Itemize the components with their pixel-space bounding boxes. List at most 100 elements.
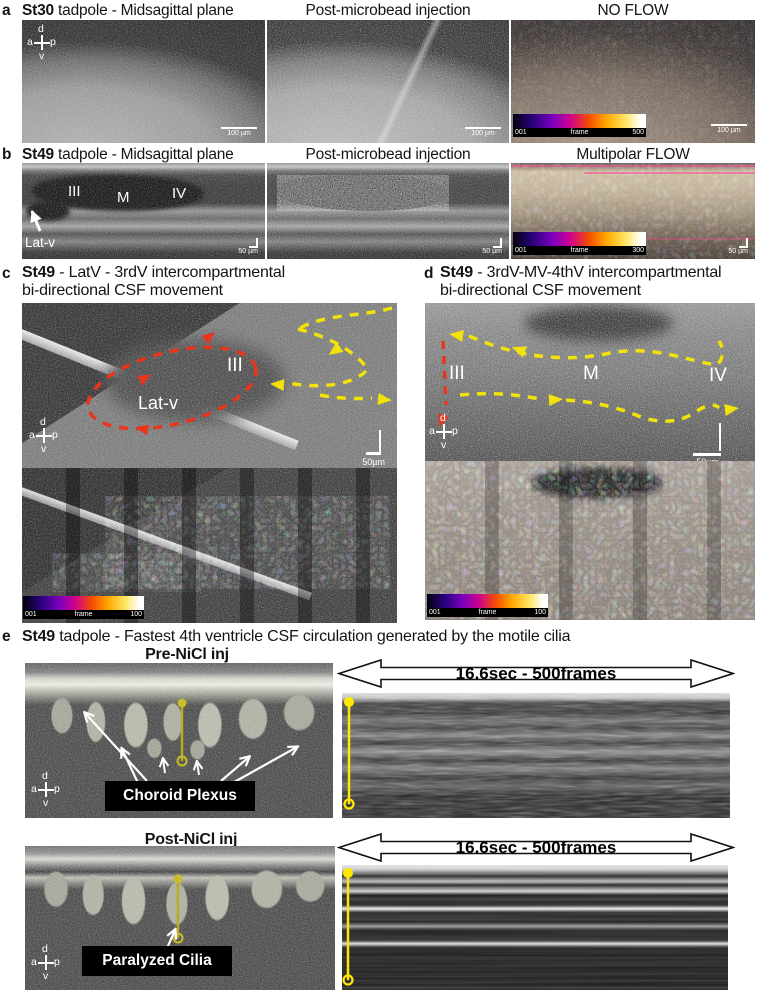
oct-d-flow: 001 frame 100 [425,461,755,620]
compass-ventral: v [39,50,45,62]
colorbar-min: 001 [25,611,37,618]
time-span-label: 16.6sec - 500frames [455,837,617,857]
ventricle-shadow [104,339,285,422]
colorbar-label: frame [478,609,497,616]
panel-b-label: b [2,146,12,163]
panel-b-col2-title: Post-microbead injection [305,146,471,163]
frame-colorbar: 001 frame 100 [23,596,144,619]
post-nicl-title: Post-NiCl inj [144,831,238,848]
colorbar-min: 001 [515,247,527,254]
lateral-ventricle-label: Lat-v [138,393,179,413]
scale-bar: 100 µm [221,127,257,138]
panel-e-title-rest: tadpole - Fastest 4th ventricle CSF circ… [55,628,571,645]
scale-bar-label: 100 µm [471,130,495,137]
panel-a-title: St30 tadpole - Midsagittal plane [22,2,234,20]
midbrain-ventricle-label: M [583,363,599,384]
oct-b-multipolar-flow: 001 frame 300 50 µm [511,163,755,259]
oct-b-structural: III M IV Lat-v 50 µm [22,163,265,259]
colorbar-gradient [513,114,646,128]
orientation-compass: d v a p [27,23,56,62]
depth-line [343,697,355,810]
panel-c-title-rest: - LatV - 3rdV intercompartmental [55,264,285,281]
kymograph-post-nicl [342,865,728,990]
flow-trace [584,172,755,174]
panel-b-title-rest: tadpole - Midsagittal plane [53,146,234,163]
time-span-arrow: 16.6sec - 500frames [336,657,736,690]
panel-d-title-rest: - 3rdV-MV-4thV intercompartmental [473,264,722,281]
time-span-arrow: 16.6sec - 500frames [336,831,736,864]
colorbar-max: 300 [632,247,644,254]
panel-a-stage: St30 [22,2,54,19]
colorbar-gradient [427,594,548,608]
scale-bar: 100 µm [465,127,501,138]
time-span-label: 16.6sec - 500frames [455,663,617,683]
fourth-ventricle-label: IV [709,365,727,386]
third-ventricle-label: III [68,183,81,200]
panel-e-label: e [2,628,11,645]
oct-a-structural: d v a p 100 µm [22,20,265,143]
colorbar-min: 001 [515,129,527,136]
panel-a-col3-title: NO FLOW [597,2,669,19]
panel-e-title: St49 tadpole - Fastest 4th ventricle CSF… [22,628,571,646]
scale-bar-label: 100 µm [717,127,741,134]
lateral-ventricle-label: Lat-v [25,235,56,250]
panel-a-label: a [2,2,11,19]
oct-a-post-microbead: 100 µm [267,20,509,143]
panel-d-title-line2: bi-directional CSF movement [440,282,641,299]
panel-b-col3-title: Multipolar FLOW [576,146,690,163]
compass-dorsal: d [38,23,44,35]
compass-anterior: a [27,36,33,48]
compass-posterior: p [50,36,56,48]
oct-c-flow: 001 frame 100 [22,468,397,623]
scale-bar: 100 µm [711,124,747,135]
panel-c-title-line2: bi-directional CSF movement [22,282,223,299]
midbrain-ventricle-label: M [117,189,130,206]
panel-d-stage: St49 [440,264,473,281]
pre-nicl-title: Pre-NiCl inj [145,646,229,663]
panel-c-label: c [2,265,11,282]
depth-line [342,868,354,986]
ventricle-with-beads [277,175,449,211]
paralyzed-cilia-label: Paralyzed Cilia [82,946,232,976]
scale-bar: 50 µm [482,238,502,256]
panel-a-title-rest: tadpole - Midsagittal plane [53,2,234,19]
scale-bar-label: 50 µm [238,248,258,255]
oct-b-post-microbead: 50 µm [267,163,509,259]
scale-bar-label: 50µm [696,457,719,461]
frame-colorbar: 001 frame 500 [513,114,646,137]
panel-a-col2-title: Post-microbead injection [305,2,471,19]
fourth-ventricle-label: IV [172,185,187,202]
panel-d-title-line1: St49 - 3rdV-MV-4thV intercompartmental [440,264,722,282]
colorbar-max: 100 [534,609,546,616]
panel-d-label: d [424,265,434,282]
scale-bar-label: 50 µm [482,248,502,255]
third-ventricle-label: III [227,355,243,376]
frame-colorbar: 001 frame 100 [427,594,548,617]
shadow-streaks [425,461,755,620]
colorbar-max: 500 [632,129,644,136]
colorbar-max: 100 [130,611,142,618]
third-ventricle-label: III [449,363,465,384]
colorbar-gradient [513,232,646,246]
membrane-flap [267,20,509,143]
panel-c-title-line1: St49 - LatV - 3rdV intercompartmental [22,264,285,282]
flow-trace [511,165,755,167]
frame-colorbar: 001 frame 300 [513,232,646,255]
scale-bar-label: 50 µm [728,248,748,255]
scale-bar: 50 µm [238,238,258,256]
panel-b-title: St49 tadpole - Midsagittal plane [22,146,234,164]
scale-bar-label: 50µm [362,457,385,467]
colorbar-label: frame [570,129,589,136]
oct-a-no-flow: 001 frame 500 100 µm [511,20,755,143]
lateral-ventricle-cavity [26,201,70,221]
scale-bar-label: 100 µm [227,130,251,137]
colorbar-min: 001 [429,609,441,616]
kymograph-pre-nicl [342,693,730,818]
colorbar-gradient [23,596,144,610]
